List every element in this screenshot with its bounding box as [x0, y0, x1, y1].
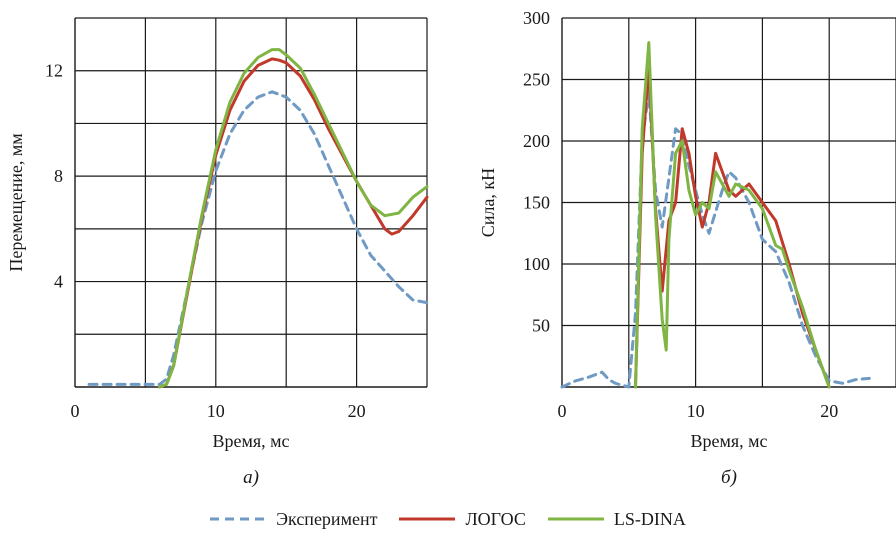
series-line-1	[87, 90, 429, 386]
panel-caption: б)	[721, 467, 737, 488]
legend-item-experiment: Эксперимент	[210, 509, 377, 530]
legend-swatch-logos	[399, 517, 456, 521]
chart-1-grid	[75, 17, 428, 387]
series-line-1	[560, 90, 871, 389]
chart-2: 0 10 20 50 100 150 200 250 300 Время, мс Сила, кН б…	[478, 8, 896, 488]
x-tick-label: 20	[348, 401, 366, 421]
charts-svg: 0 10 20 4 8 12 Время, мс Перемещение, мм а) 0 10 20…	[6, 8, 896, 488]
legend-swatch-experiment	[210, 517, 267, 521]
y-tick-label: 150	[523, 193, 550, 213]
y-tick-label: 100	[523, 254, 550, 274]
legend-label-experiment: Эксперимент	[276, 508, 378, 529]
series-line-3	[158, 48, 429, 389]
x-tick-label: 10	[207, 401, 225, 421]
legend-item-lsdina: LS-DINA	[547, 508, 686, 530]
x-axis-label: Время, мс	[212, 431, 289, 451]
x-tick-label: 0	[558, 401, 567, 421]
chart-1: 0 10 20 4 8 12 Время, мс Перемещение, мм а)	[6, 17, 429, 488]
legend-label-lsdina: LS-DINA	[613, 508, 686, 529]
legend: Эксперимент ЛОГОС LS-DINA	[0, 500, 896, 538]
chart-2-grid	[562, 17, 896, 387]
y-tick-label: 12	[45, 61, 63, 81]
y-tick-label: 300	[523, 8, 550, 28]
x-tick-label: 10	[687, 401, 705, 421]
y-tick-label: 250	[523, 70, 550, 90]
y-tick-label: 200	[523, 131, 550, 151]
y-tick-label: 4	[54, 272, 63, 292]
x-axis-label: Время, мс	[690, 431, 767, 451]
legend-swatch-lsdina	[547, 517, 604, 521]
series-line-3	[634, 41, 831, 389]
legend-label-logos: ЛОГОС	[465, 508, 526, 529]
panel-caption: а)	[243, 467, 259, 488]
y-axis-label: Сила, кН	[478, 168, 498, 237]
legend-item-logos: ЛОГОС	[399, 508, 526, 530]
y-axis-label: Перемещение, мм	[6, 133, 26, 271]
y-tick-label: 50	[532, 316, 550, 336]
x-tick-label: 20	[820, 401, 838, 421]
y-tick-label: 8	[54, 166, 63, 186]
x-tick-label: 0	[71, 401, 80, 421]
